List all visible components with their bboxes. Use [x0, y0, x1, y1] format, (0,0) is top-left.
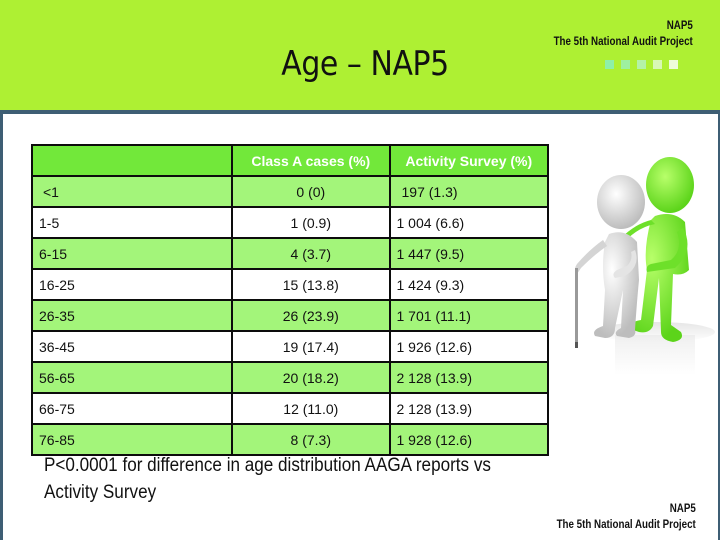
slide-title: Age – NAP5	[281, 44, 449, 84]
frame-right-border	[718, 110, 720, 540]
age-cell: 16-25	[30, 268, 234, 301]
survey-cell: 1 701 (11.1)	[388, 299, 549, 332]
class-a-cell: 12 (11.0)	[231, 392, 391, 425]
survey-cell: 197 (1.3)	[388, 175, 549, 208]
brand-squares	[605, 60, 678, 69]
helper-assisting-elderly-figure-icon	[565, 150, 715, 430]
table-row: 16-25 15 (13.8) 1 424 (9.3)	[30, 268, 549, 301]
table-row: 36-45 19 (17.4) 1 926 (12.6)	[30, 330, 549, 363]
table-row: 1-5 1 (0.9) 1 004 (6.6)	[30, 206, 549, 239]
class-a-cell: 0 (0)	[231, 175, 391, 208]
survey-cell: 1 004 (6.6)	[388, 206, 549, 239]
survey-cell: 2 128 (13.9)	[388, 392, 549, 425]
class-a-cell: 1 (0.9)	[231, 206, 391, 239]
table-row: 56-65 20 (18.2) 2 128 (13.9)	[30, 361, 549, 394]
brand-header: NAP5 The 5th National Audit Project	[554, 18, 693, 50]
square-icon	[669, 60, 678, 69]
table-row: 6-15 4 (3.7) 1 447 (9.5)	[30, 237, 549, 270]
class-a-cell: 8 (7.3)	[231, 423, 391, 456]
footer-line-2: The 5th National Audit Project	[556, 519, 696, 531]
header-divider	[0, 110, 720, 114]
table-row: <1 0 (0) 197 (1.3)	[30, 175, 549, 208]
survey-cell: 2 128 (13.9)	[388, 361, 549, 394]
survey-cell: 1 928 (12.6)	[388, 423, 549, 456]
age-cell: 6-15	[30, 237, 234, 270]
column-header-survey: Activity Survey (%)	[388, 144, 549, 177]
age-cell: 76-85	[30, 423, 234, 456]
class-a-cell: 15 (13.8)	[231, 268, 391, 301]
footer-line-1: NAP5	[669, 503, 696, 515]
age-cell: 66-75	[30, 392, 234, 425]
table-row: 76-85 8 (7.3) 1 928 (12.6)	[30, 423, 549, 456]
column-header-age	[30, 144, 234, 177]
brand-line-2: The 5th National Audit Project	[553, 36, 693, 48]
frame-left-border	[0, 110, 3, 540]
age-cell: 56-65	[30, 361, 234, 394]
brand-line-1: NAP5	[666, 20, 693, 32]
class-a-cell: 20 (18.2)	[231, 361, 391, 394]
survey-cell: 1 926 (12.6)	[388, 330, 549, 363]
table-row: 66-75 12 (11.0) 2 128 (13.9)	[30, 392, 549, 425]
significance-note: P<0.0001 for difference in age distribut…	[44, 455, 491, 503]
class-a-cell: 26 (23.9)	[231, 299, 391, 332]
slide-header	[0, 0, 720, 110]
age-cell: <1	[30, 175, 234, 208]
brand-footer: NAP5 The 5th National Audit Project	[557, 501, 696, 533]
age-table: Class A cases (%) Activity Survey (%) <1…	[30, 144, 549, 456]
table-row: 26-35 26 (23.9) 1 701 (11.1)	[30, 299, 549, 332]
table-header-row: Class A cases (%) Activity Survey (%)	[30, 144, 549, 177]
square-icon	[621, 60, 630, 69]
age-cell: 36-45	[30, 330, 234, 363]
age-cell: 1-5	[30, 206, 234, 239]
square-icon	[653, 60, 662, 69]
square-icon	[605, 60, 614, 69]
survey-cell: 1 424 (9.3)	[388, 268, 549, 301]
column-header-class-a: Class A cases (%)	[231, 144, 391, 177]
survey-cell: 1 447 (9.5)	[388, 237, 549, 270]
square-icon	[637, 60, 646, 69]
class-a-cell: 4 (3.7)	[231, 237, 391, 270]
class-a-cell: 19 (17.4)	[231, 330, 391, 363]
age-cell: 26-35	[30, 299, 234, 332]
